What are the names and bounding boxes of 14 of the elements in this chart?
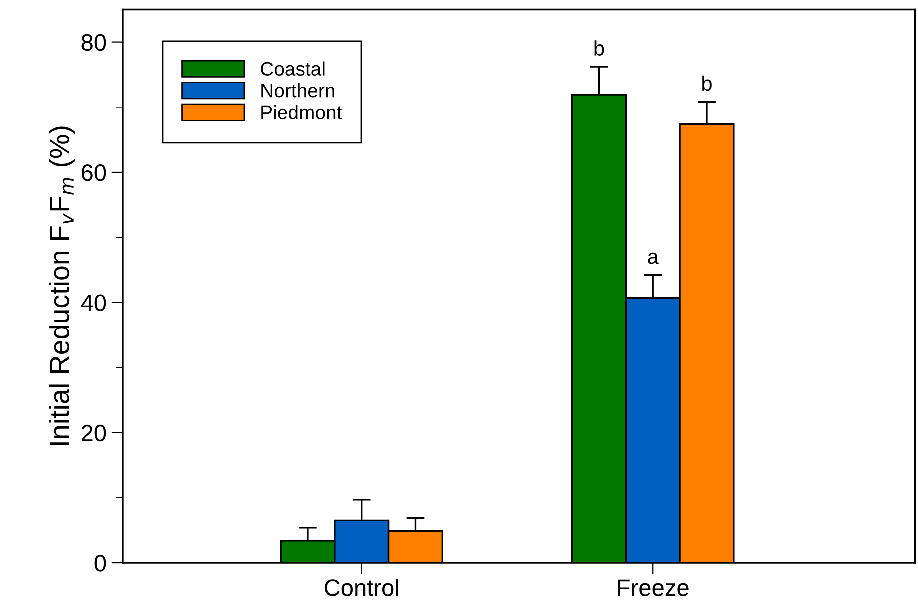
- data-label: b: [594, 40, 604, 56]
- legend-label: Coastal: [261, 62, 325, 76]
- y-tick-label: 20: [82, 424, 106, 442]
- legend-label: Piedmont: [262, 105, 342, 120]
- x-tick-label: Freeze: [618, 580, 689, 596]
- y-tick-label: 60: [82, 164, 106, 182]
- x-tick-label: Control: [324, 579, 398, 596]
- y-tick-label: 0: [94, 555, 106, 572]
- y-axis-title: Initial Reduction F$_{v}$F$_{m}$ (%): [49, 126, 75, 446]
- legend-label: Northern: [262, 83, 334, 98]
- y-tick-label: 80: [82, 34, 106, 52]
- y-tick-label: 40: [81, 294, 106, 312]
- data-label: a: [648, 252, 659, 264]
- data-label: b: [702, 76, 712, 92]
